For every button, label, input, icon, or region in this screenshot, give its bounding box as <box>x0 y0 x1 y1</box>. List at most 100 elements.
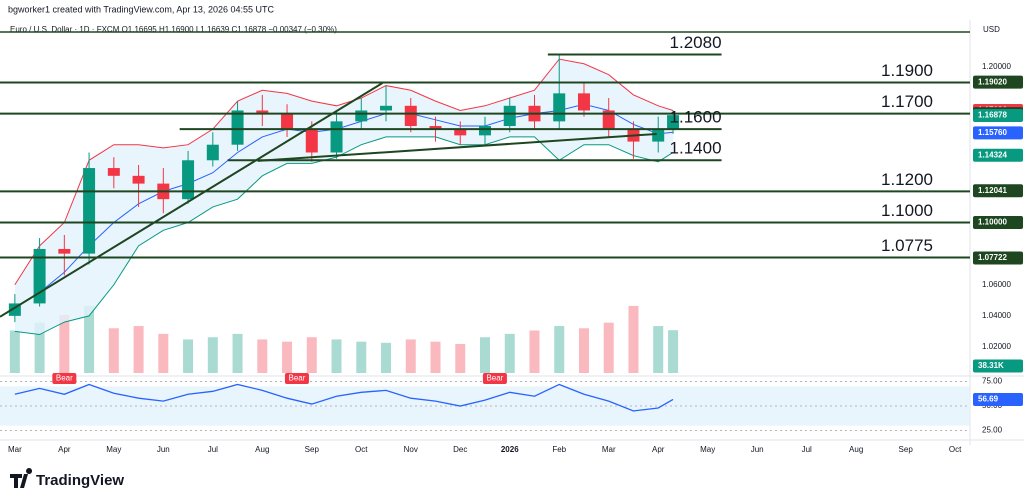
level-label: 1.1700 <box>881 92 933 111</box>
x-tick-label: Dec <box>453 445 467 454</box>
x-tick-label: Nov <box>404 445 418 454</box>
price-tag-label: 1.14324 <box>978 150 1007 159</box>
candle-body <box>206 144 219 161</box>
volume-bar <box>554 326 565 373</box>
volume-bar <box>603 322 614 373</box>
candle-body <box>577 93 590 111</box>
x-tick-label: Apr <box>58 445 71 454</box>
price-tag-label: 1.10000 <box>978 218 1007 227</box>
signal-label: Bear <box>486 374 503 383</box>
x-tick-label: 2026 <box>501 445 519 454</box>
price-tag-label: 1.12041 <box>978 186 1007 195</box>
price-tag-label: 1.16878 <box>978 111 1007 120</box>
volume-bar <box>207 337 218 373</box>
volume-bar <box>578 328 589 373</box>
attribution: bgworker1 created with TradingView.com, … <box>8 4 274 14</box>
x-tick-label: Oct <box>355 445 368 454</box>
volume-bar <box>430 341 441 373</box>
price-tag <box>973 359 1023 373</box>
price-tag-label: 56.69 <box>978 395 999 404</box>
signal-label: Bear <box>56 374 73 383</box>
y-tick-label: 1.04000 <box>982 311 1011 320</box>
x-tick-label: Jun <box>751 445 764 454</box>
rsi-tick-label: 25.00 <box>982 426 1003 435</box>
price-tag <box>973 126 1023 140</box>
price-tag <box>973 184 1023 198</box>
x-tick-label: Feb <box>552 445 566 454</box>
volume-bar <box>405 339 416 373</box>
candle-body <box>132 175 145 184</box>
candle-body <box>602 110 615 130</box>
candle-body <box>355 110 368 122</box>
level-label: 1.1600 <box>670 108 722 127</box>
level-label: 1.1900 <box>881 61 933 80</box>
volume-bar <box>84 305 95 373</box>
candle-body <box>256 110 269 114</box>
volume-bar <box>668 330 679 373</box>
symbol-line: Euro / U.S. Dollar · 1D · FXCM O1.16695 … <box>10 25 337 34</box>
bollinger-lower <box>14 136 674 336</box>
volume-bar <box>455 343 466 373</box>
x-tick-label: Apr <box>652 445 665 454</box>
price-tag <box>973 216 1023 230</box>
candle-body <box>58 248 71 254</box>
signal-label: Bear <box>288 374 305 383</box>
band-fill <box>14 59 674 335</box>
price-tag <box>973 392 1023 406</box>
price-tag-label: 1.15760 <box>978 128 1007 137</box>
volume-bar <box>529 330 540 373</box>
candle-body <box>503 105 516 127</box>
candle-body <box>281 113 294 130</box>
candle-body <box>404 105 417 127</box>
x-tick-label: Mar <box>602 445 616 454</box>
volume-bar <box>108 328 119 373</box>
trendline <box>257 132 657 162</box>
signal-box <box>284 373 309 384</box>
x-tick-label: Jun <box>157 445 170 454</box>
volume-bar <box>158 333 169 373</box>
trendline <box>0 82 384 318</box>
volume-bar <box>34 322 45 373</box>
volume-bar <box>331 339 342 373</box>
volume-bar <box>183 339 194 373</box>
price-tag-label: 38.31K <box>978 361 1004 370</box>
volume-bar <box>9 330 20 373</box>
y-tick-label: 1.20000 <box>982 62 1011 71</box>
level-label: 1.0775 <box>881 236 933 255</box>
x-tick-label: Aug <box>849 445 863 454</box>
price-tag-label: 1.19020 <box>978 77 1007 86</box>
x-tick-label: Jul <box>208 445 218 454</box>
bollinger-upper <box>14 58 674 286</box>
price-tag <box>973 108 1023 122</box>
volume-bar <box>480 337 490 373</box>
volume-bar <box>306 337 317 373</box>
volume-bar <box>59 314 70 373</box>
candle-body <box>553 93 566 122</box>
price-tag-label: 1.07722 <box>978 253 1007 262</box>
candle-body <box>454 129 467 136</box>
candle-body <box>667 115 680 130</box>
candle-body <box>652 129 665 142</box>
candle-body <box>330 121 343 153</box>
logo <box>10 468 33 488</box>
level-label: 1.2080 <box>670 33 722 52</box>
volume-bar <box>653 326 664 373</box>
candle-body <box>231 110 244 145</box>
volume-bar <box>257 339 268 373</box>
x-tick-label: May <box>106 445 121 454</box>
x-tick-label: Oct <box>949 445 962 454</box>
x-tick-label: Mar <box>8 445 22 454</box>
price-tag <box>973 148 1023 162</box>
price-tag <box>973 251 1023 265</box>
volume-bar <box>381 342 392 373</box>
volume-bar <box>504 333 515 373</box>
level-label: 1.1000 <box>881 201 933 220</box>
x-tick-label: Jul <box>802 445 812 454</box>
signal-box <box>482 373 507 384</box>
volume-bar <box>133 326 144 373</box>
candle-body <box>305 129 318 153</box>
rsi-tick-label: 75.00 <box>982 377 1003 386</box>
candle-body <box>380 105 393 111</box>
price-tag <box>973 75 1023 89</box>
